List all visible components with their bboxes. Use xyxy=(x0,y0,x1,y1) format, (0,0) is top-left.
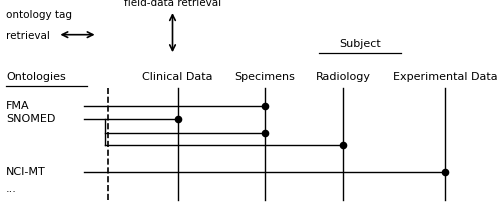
Text: Ontologies: Ontologies xyxy=(6,72,66,82)
Text: SNOMED: SNOMED xyxy=(6,114,56,124)
Text: Clinical Data: Clinical Data xyxy=(142,72,213,82)
Text: FMA: FMA xyxy=(6,101,30,111)
Text: retrieval: retrieval xyxy=(6,31,50,41)
Text: Subject: Subject xyxy=(339,39,381,49)
Text: Radiology: Radiology xyxy=(316,72,370,82)
Text: field-data retrieval: field-data retrieval xyxy=(124,0,221,8)
Text: NCI-MT: NCI-MT xyxy=(6,167,46,177)
Text: ontology tag: ontology tag xyxy=(6,10,72,20)
Text: ...: ... xyxy=(6,184,17,194)
Text: Specimens: Specimens xyxy=(234,72,296,82)
Text: Experimental Data: Experimental Data xyxy=(392,72,498,82)
